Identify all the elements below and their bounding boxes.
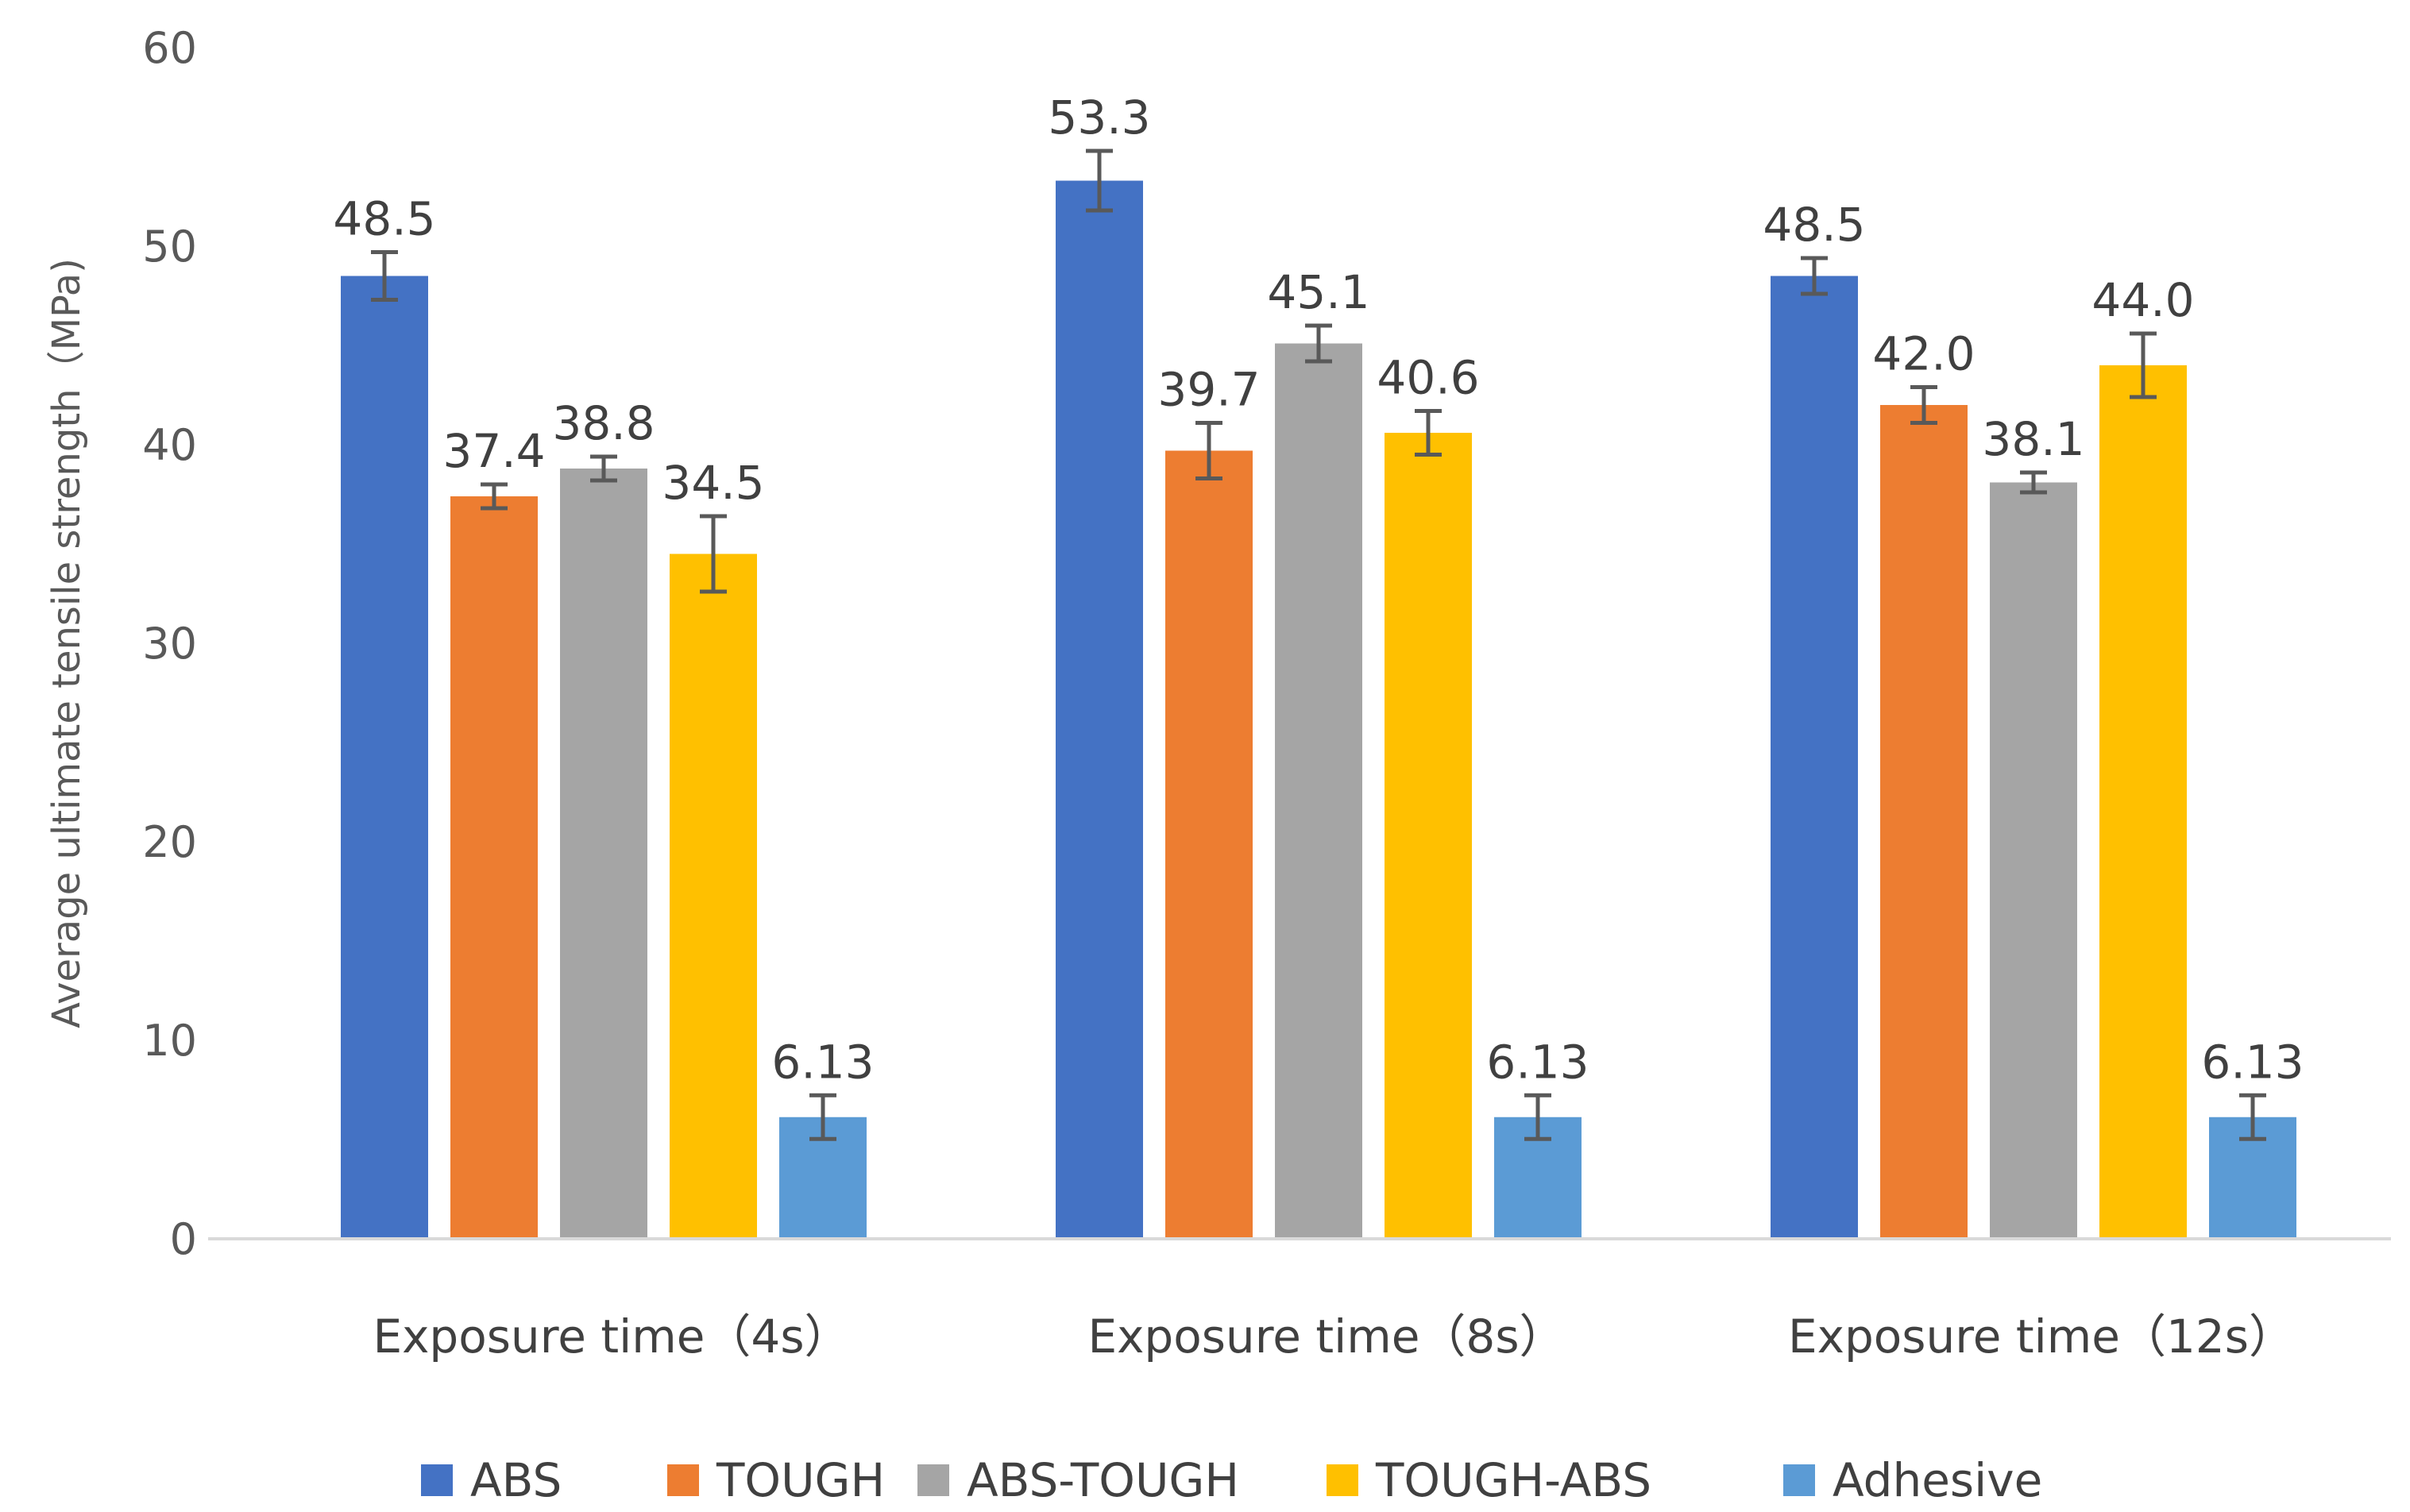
error-bar [2239, 1093, 2266, 1141]
error-bar [481, 482, 508, 511]
bar-abs [1771, 276, 1858, 1239]
data-label: 39.7 [1157, 363, 1260, 417]
data-label: 38.8 [552, 396, 655, 450]
legend-label: TOUGH-ABS [1375, 1453, 1651, 1507]
data-label: 42.0 [1872, 327, 1975, 381]
y-tick-label: 20 [142, 817, 197, 867]
error-bars [371, 148, 2266, 1141]
y-tick-label: 50 [142, 222, 197, 272]
data-label: 44.0 [2091, 273, 2194, 327]
error-bar [1524, 1093, 1551, 1141]
category-label: Exposure time（12s） [1788, 1310, 2295, 1364]
bar-abs-tough [1990, 482, 2077, 1239]
legend-item-tough: TOUGH [667, 1453, 885, 1507]
legend-label: ABS [470, 1453, 562, 1507]
category-label: Exposure time（4s） [373, 1310, 850, 1364]
data-label: 6.13 [771, 1035, 874, 1089]
error-bar [590, 454, 617, 483]
bar-abs-tough [1275, 343, 1362, 1239]
data-label: 6.13 [1486, 1035, 1589, 1089]
data-label: 40.6 [1377, 351, 1479, 405]
data-label: 53.3 [1048, 91, 1150, 145]
legend-item-abs-tough: ABS-TOUGH [917, 1453, 1239, 1507]
legend: ABS TOUGH ABS-TOUGH TOUGH-ABS Adhesive [421, 1453, 2042, 1507]
bars [341, 180, 2296, 1239]
data-label: 48.5 [1763, 198, 1865, 252]
legend-item-tough-abs: TOUGH-ABS [1327, 1453, 1651, 1507]
error-bar [1086, 148, 1113, 213]
category-label: Exposure time（8s） [1087, 1310, 1565, 1364]
error-bar [700, 514, 727, 594]
y-tick-label: 60 [142, 23, 197, 73]
error-bar [1801, 256, 1828, 296]
legend-label: TOUGH [716, 1453, 885, 1507]
legend-swatch [667, 1464, 699, 1496]
data-label: 34.5 [662, 456, 764, 510]
bar-tough [450, 496, 538, 1239]
y-tick-label: 0 [170, 1214, 197, 1264]
legend-swatch [421, 1464, 453, 1496]
y-axis-title: Average ultimate tensile strength（MPa) [44, 258, 89, 1028]
error-bar [1415, 409, 1442, 457]
error-bar [371, 250, 398, 302]
legend-item-adhesive: Adhesive [1783, 1453, 2042, 1507]
legend-swatch [1327, 1464, 1358, 1496]
legend-swatch [1783, 1464, 1815, 1496]
error-bar [2020, 470, 2047, 495]
bar-abs [1056, 180, 1143, 1239]
data-label: 6.13 [2201, 1035, 2304, 1089]
bar-tough-abs [670, 554, 757, 1239]
bar-tough-abs [1385, 433, 1472, 1239]
bar-abs [341, 276, 428, 1239]
legend-label: Adhesive [1833, 1453, 2042, 1507]
y-axis-ticks: 0 10 20 30 40 50 60 [142, 23, 197, 1264]
data-label: 38.1 [1982, 412, 2084, 466]
data-label: 48.5 [333, 192, 435, 246]
x-axis-category-labels: Exposure time（4s） Exposure time（8s） Exposu… [373, 1310, 2295, 1364]
y-tick-label: 30 [142, 619, 197, 669]
legend-label: ABS-TOUGH [967, 1453, 1239, 1507]
bar-tough [1880, 405, 1968, 1239]
legend-item-abs: ABS [421, 1453, 562, 1507]
bar-abs-tough [560, 469, 647, 1239]
error-bar [1910, 385, 1937, 425]
data-labels: 48.5 37.438.834.5 6.13 53.3 39.745.140.6 6.13… [333, 91, 2304, 1089]
legend-swatch [917, 1464, 949, 1496]
data-label: 45.1 [1267, 265, 1369, 319]
bar-tough [1165, 450, 1253, 1239]
error-bar [809, 1093, 836, 1141]
data-label: 37.4 [442, 424, 545, 478]
error-bar [1195, 421, 1222, 480]
error-bar [1305, 323, 1332, 364]
y-tick-label: 40 [142, 420, 197, 470]
bar-tough-abs [2099, 365, 2187, 1239]
error-bar [2130, 331, 2157, 399]
y-tick-label: 10 [142, 1016, 197, 1066]
